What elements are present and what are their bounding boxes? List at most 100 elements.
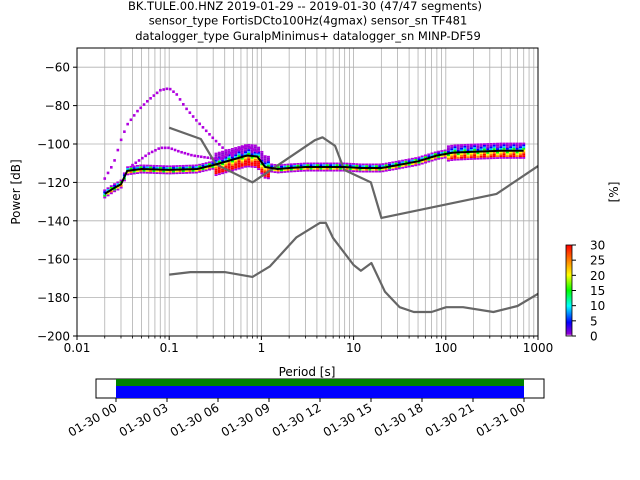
pdf-cell <box>489 142 493 145</box>
pdf-cell <box>162 165 166 168</box>
pdf-cell <box>240 152 244 155</box>
pdf-cell <box>443 156 447 159</box>
pdf-cell <box>260 156 264 159</box>
pdf-cell <box>479 145 483 147</box>
pdf-outlier-cell <box>165 87 169 91</box>
pdf-cell <box>198 171 202 173</box>
pdf-outlier-cell <box>196 154 200 158</box>
pdf-cell <box>469 143 473 146</box>
pdf-cell <box>518 148 522 150</box>
pdf-cell <box>486 155 490 158</box>
pdf-cell <box>234 147 238 149</box>
pdf-cell <box>247 156 251 159</box>
pdf-cell <box>116 186 120 189</box>
pdf-cell <box>207 168 211 171</box>
pdf-outlier-cell <box>177 149 180 153</box>
pdf-cell <box>263 176 267 179</box>
pdf-cell <box>476 145 480 148</box>
pdf-cell <box>492 155 496 158</box>
pdf-cell <box>446 154 450 157</box>
pdf-outlier-cell <box>113 159 116 162</box>
timeline-tick-label: 01-30 21 <box>423 400 477 439</box>
pdf-cell <box>437 156 441 158</box>
pdf-cell <box>348 164 352 167</box>
pdf-cell <box>126 173 130 176</box>
pdf-cell <box>185 172 189 174</box>
pdf-cell <box>335 167 339 170</box>
pdf-cell <box>135 166 139 169</box>
pdf-cell <box>106 194 110 197</box>
pdf-cell <box>253 150 257 152</box>
pdf-cell <box>329 162 333 165</box>
pdf-cell <box>522 151 526 154</box>
pdf-cell <box>214 159 218 162</box>
pdf-cell <box>433 156 437 159</box>
pdf-cell <box>424 154 428 157</box>
pdf-cell <box>280 169 284 172</box>
pdf-cell <box>469 152 473 155</box>
pdf-cell <box>266 177 270 180</box>
pdf-cell <box>456 158 460 161</box>
pdf-cell <box>240 147 244 149</box>
pdf-cell <box>214 156 218 159</box>
pdf-cell <box>253 159 257 161</box>
pdf-outlier-cell <box>239 147 242 151</box>
pdf-cell <box>194 169 198 172</box>
curve-noise-model-high <box>168 126 539 219</box>
pdf-cell <box>237 147 241 150</box>
pdf-cell <box>515 153 519 156</box>
pdf-cell <box>103 193 107 195</box>
pdf-cell <box>211 166 215 168</box>
pdf-cell <box>397 167 401 170</box>
pdf-cell <box>106 189 110 191</box>
pdf-cell <box>145 170 149 172</box>
pdf-cell <box>450 150 454 152</box>
pdf-cell <box>437 150 441 153</box>
pdf-cell <box>293 170 297 173</box>
pdf-cell <box>427 158 431 161</box>
pdf-cell <box>522 142 526 145</box>
pdf-cell <box>453 148 457 150</box>
pdf-cell <box>158 170 162 173</box>
pdf-cell <box>306 169 310 172</box>
pdf-cell <box>230 155 234 158</box>
pdf-cell <box>522 149 526 152</box>
pdf-cell <box>132 167 136 170</box>
pdf-cell <box>479 155 483 158</box>
pdf-cell <box>211 160 215 163</box>
pdf-cell <box>473 143 477 146</box>
pdf-cell <box>381 168 385 171</box>
pdf-cell <box>355 163 359 166</box>
pdf-cell <box>126 168 130 170</box>
pdf-cell <box>188 164 192 167</box>
pdf-cell <box>473 147 477 149</box>
pdf-outlier-cell <box>147 152 151 155</box>
pdf-cell <box>463 158 467 161</box>
pdf-outlier-cell <box>231 153 234 157</box>
pdf-outlier-cell <box>103 177 107 180</box>
pdf-cell <box>414 162 418 165</box>
pdf-cell <box>217 171 221 174</box>
pdf-cell <box>456 149 460 152</box>
pdf-cell <box>440 151 444 154</box>
pdf-cell <box>165 167 169 169</box>
pdf-cell <box>352 170 356 173</box>
pdf-cell <box>257 159 261 162</box>
pdf-cell <box>270 165 274 168</box>
pdf-cell <box>201 168 205 171</box>
pdf-cell <box>417 161 421 164</box>
pdf-cell <box>437 157 441 160</box>
pdf-cell <box>227 163 231 166</box>
pdf-cell <box>263 155 267 158</box>
pdf-cell <box>352 164 356 167</box>
pdf-cell <box>162 170 166 173</box>
x-axis-label: Period [s] <box>279 365 336 379</box>
pdf-cell <box>397 162 401 164</box>
pdf-cell <box>309 162 313 165</box>
pdf-outlier-cell <box>150 150 154 154</box>
pdf-cell <box>515 157 519 159</box>
pdf-cell <box>440 157 444 160</box>
pdf-cell <box>456 146 460 148</box>
pdf-cell <box>489 148 493 151</box>
